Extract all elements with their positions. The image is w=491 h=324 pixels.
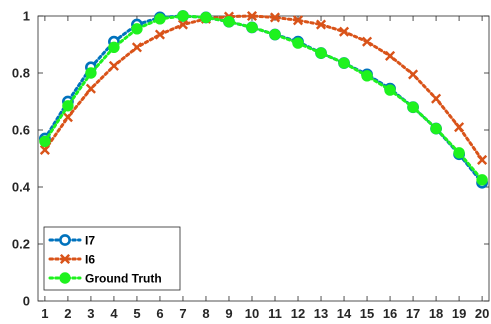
legend-swatch-marker: [59, 234, 71, 246]
x-tick-label: 5: [133, 306, 140, 321]
data-point: [62, 112, 73, 123]
legend-swatch-marker: [59, 253, 71, 265]
data-point: [223, 16, 235, 28]
legend-item: I7: [48, 234, 95, 248]
legend-label: I6: [85, 253, 95, 267]
data-point: [361, 36, 373, 47]
x-tick-label: 10: [245, 306, 259, 321]
x-tick-label: 14: [337, 306, 352, 321]
x-tick-label: 17: [406, 306, 420, 321]
data-point: [477, 154, 488, 165]
data-point: [408, 69, 419, 80]
data-point: [85, 83, 96, 94]
y-tick-label: 0.6: [12, 123, 30, 138]
data-point: [476, 174, 488, 186]
x-tick-label: 18: [429, 306, 443, 321]
data-point: [385, 50, 396, 61]
legend-swatch-marker: [59, 272, 71, 284]
series-layer: [39, 10, 488, 189]
data-point: [131, 42, 142, 53]
data-point: [453, 147, 465, 159]
x-tick-label: 6: [156, 306, 163, 321]
data-point: [430, 122, 442, 135]
data-point: [315, 47, 327, 59]
x-tick-label: 2: [64, 306, 71, 321]
x-tick-label: 11: [268, 306, 282, 321]
data-point: [361, 70, 373, 82]
x-tick-label: 8: [202, 306, 209, 321]
data-point: [246, 21, 258, 34]
data-point: [431, 93, 442, 104]
data-point: [108, 60, 119, 71]
legend-item: I6: [48, 253, 95, 267]
x-tick-label: 15: [360, 306, 374, 321]
data-point: [384, 84, 396, 96]
data-point: [177, 10, 189, 22]
data-point: [200, 11, 212, 24]
data-point: [292, 37, 304, 49]
data-point: [246, 10, 258, 22]
data-point: [407, 101, 419, 113]
x-tick-label: 16: [383, 306, 397, 321]
x-tick-label: 9: [225, 306, 232, 321]
x-tick-label: 1: [41, 306, 48, 321]
data-point: [315, 19, 327, 30]
data-point: [454, 122, 465, 133]
data-point: [177, 19, 189, 30]
data-point: [154, 29, 166, 40]
data-point: [338, 57, 350, 69]
legend-label: Ground Truth: [85, 272, 162, 286]
series-ground-truth: [39, 10, 488, 186]
data-point: [269, 12, 281, 23]
x-tick-label: 13: [314, 306, 328, 321]
legend-label: I7: [85, 234, 95, 248]
x-tick-label: 20: [475, 306, 489, 321]
y-tick-label: 0.8: [12, 66, 30, 81]
data-point: [338, 26, 350, 37]
legend-item: Ground Truth: [48, 272, 162, 286]
data-point: [269, 28, 281, 41]
x-tick-label: 12: [291, 306, 305, 321]
data-point: [154, 13, 166, 25]
x-tick-label: 7: [179, 306, 186, 321]
data-point: [131, 23, 143, 35]
data-point: [85, 67, 97, 79]
y-tick-label: 0.4: [12, 180, 31, 195]
data-point: [62, 100, 74, 112]
y-tick-label: 1: [23, 9, 30, 24]
data-point: [39, 144, 50, 155]
y-axis: 0 0.2 0.4 0.6 0.8 1: [12, 9, 489, 309]
data-point: [292, 15, 304, 26]
x-tick-label: 4: [110, 306, 118, 321]
data-point: [39, 135, 51, 148]
x-axis: 1 2 3 4 5 6 7 8 9 10 11 12 13 14 15 16 17 18 19 20: [41, 16, 489, 321]
x-tick-label: 3: [87, 306, 94, 321]
legend: I7 I6 Ground Truth: [43, 226, 181, 291]
y-tick-label: 0: [23, 294, 30, 309]
y-tick-label: 0.2: [12, 237, 30, 252]
data-point: [108, 41, 120, 54]
x-tick-label: 19: [452, 306, 466, 321]
